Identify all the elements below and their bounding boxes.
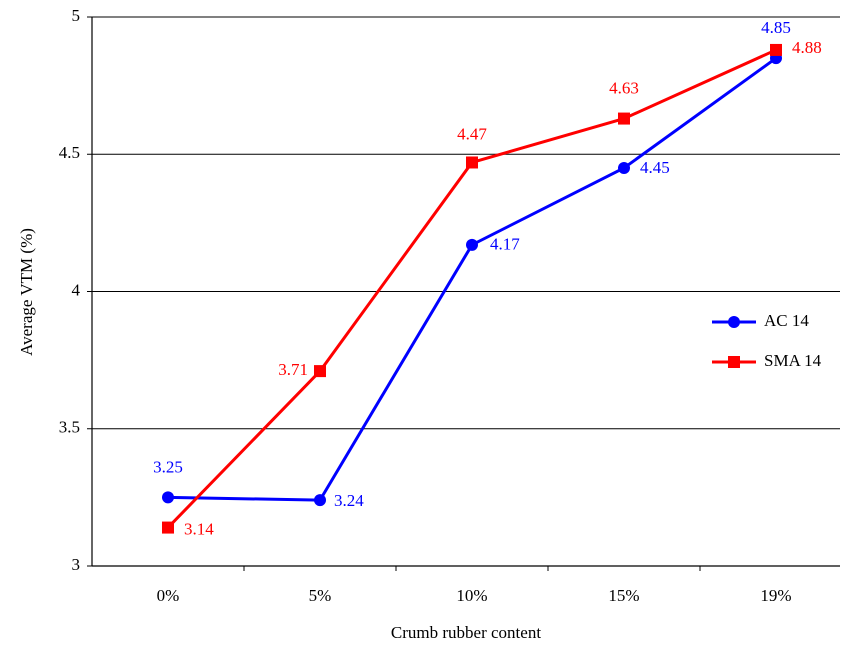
y-tick-label: 4 (72, 280, 81, 299)
series-line (166, 48, 777, 529)
data-label: 3.71 (278, 360, 308, 379)
point (314, 494, 326, 507)
data-label: 3.14 (184, 519, 214, 538)
data-label: 4.17 (490, 235, 520, 254)
x-tick-label: 19% (760, 586, 791, 605)
point (314, 365, 326, 378)
point (618, 112, 630, 125)
y-tick-label: 4.5 (59, 143, 80, 162)
x-tick-label: 10% (456, 586, 487, 605)
x-axis-label: Crumb rubber content (391, 623, 541, 642)
y-tick-label: 5 (72, 6, 81, 25)
data-label: 4.45 (640, 158, 670, 177)
data-label: 3.25 (153, 457, 183, 476)
point (618, 161, 630, 174)
point (162, 491, 174, 504)
point (466, 156, 478, 169)
y-axis-label: Average VTM (%) (17, 228, 36, 356)
data-label: 4.47 (457, 124, 487, 143)
data-label: 3.24 (334, 491, 364, 510)
legend-marker (728, 356, 740, 368)
y-tick-label: 3 (72, 555, 81, 574)
point (466, 238, 478, 251)
point (162, 521, 174, 534)
y-tick-label: 3.5 (59, 418, 80, 437)
data-label: 4.85 (761, 18, 791, 37)
data-label: 4.63 (609, 78, 639, 97)
x-tick-label: 0% (157, 586, 180, 605)
data-label: 4.88 (792, 38, 822, 57)
x-tick-label: 15% (608, 586, 639, 605)
legend-marker (728, 316, 740, 328)
legend-label: AC 14 (764, 311, 809, 330)
x-tick-label: 5% (309, 586, 332, 605)
point (770, 43, 782, 56)
legend-label: SMA 14 (764, 351, 822, 370)
